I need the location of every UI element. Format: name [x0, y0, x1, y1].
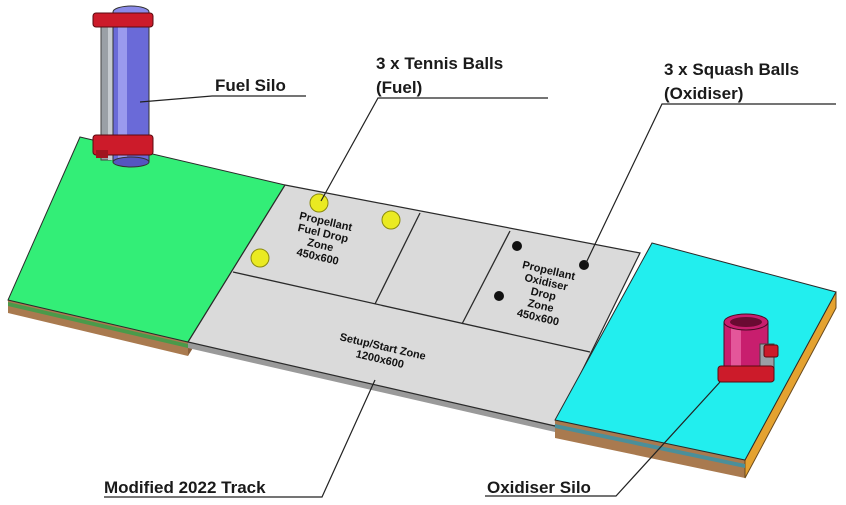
squash-balls-sublabel: (Oxidiser)	[664, 84, 743, 103]
tennis-ball	[250, 248, 270, 268]
oxidiser-silo-label: Oxidiser Silo	[487, 478, 591, 497]
tennis-balls-leader	[320, 97, 548, 202]
svg-text:Zone: Zone	[526, 297, 554, 315]
squash-ball	[494, 291, 504, 301]
squash-balls-leader	[585, 103, 836, 264]
modified-track-label: Modified 2022 Track	[104, 478, 266, 497]
tennis-ball	[309, 193, 329, 213]
oxidiser-silo-leader	[485, 381, 721, 497]
fuel-silo	[92, 5, 154, 168]
tennis-balls	[250, 193, 401, 268]
oxidiser-platform	[554, 242, 837, 479]
squash-ball	[579, 260, 589, 270]
svg-text:Zone: Zone	[306, 237, 334, 255]
svg-text:Drop: Drop	[529, 286, 557, 304]
tennis-ball	[381, 210, 401, 230]
oxidiser-drop-zone-label: Propellant Oxidiser Drop Zone 450x600	[516, 259, 577, 328]
tennis-balls-sublabel: (Fuel)	[376, 78, 422, 97]
squash-balls-label: 3 x Squash Balls	[664, 60, 799, 79]
fuel-silo-label: Fuel Silo	[215, 76, 286, 95]
squash-ball	[512, 241, 522, 251]
modified-track-leader	[104, 379, 376, 498]
squash-balls	[494, 241, 589, 301]
fuel-silo-leader	[139, 95, 306, 103]
tennis-balls-label: 3 x Tennis Balls	[376, 54, 503, 73]
oxidiser-silo	[717, 313, 779, 383]
callout-lines	[104, 95, 836, 498]
